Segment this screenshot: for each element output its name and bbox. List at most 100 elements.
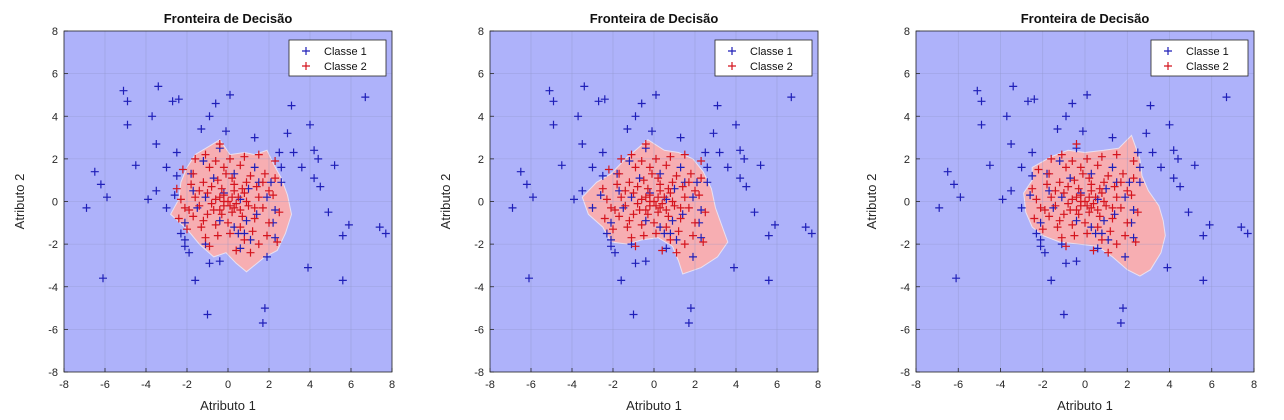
class-2-point <box>674 227 683 236</box>
class-2-point <box>1119 169 1127 178</box>
x-tick-label: -4 <box>996 379 1006 391</box>
class-1-point <box>764 276 773 285</box>
class-2-point <box>699 238 708 246</box>
class-2-point <box>1055 178 1064 187</box>
class-2-point <box>615 169 624 178</box>
class-1-point <box>516 167 525 176</box>
class-1-point <box>1176 182 1185 191</box>
class-1-point <box>1047 276 1056 285</box>
class-1-point <box>637 99 646 108</box>
class-2-point <box>637 157 646 165</box>
class-2-point <box>242 197 251 206</box>
class-1-point <box>602 229 611 238</box>
y-tick-label: 2 <box>478 154 484 166</box>
x-tick-label: -2 <box>1038 379 1048 391</box>
class-2-point <box>1121 231 1130 240</box>
class-2-point <box>263 231 271 240</box>
class-1-point <box>152 186 161 195</box>
x-tick-label: 4 <box>1166 379 1172 391</box>
class-2-point <box>230 180 239 189</box>
class-1-point <box>215 257 224 266</box>
class-1-point <box>686 304 695 313</box>
y-tick-label: -2 <box>48 239 58 251</box>
class-1-point <box>598 171 607 180</box>
class-1-point <box>1009 82 1018 91</box>
class-1-point <box>1017 163 1026 172</box>
class-1-point <box>1028 171 1037 180</box>
class-2-point <box>1097 235 1106 244</box>
class-1-point <box>162 203 171 212</box>
class-1-point <box>600 95 609 104</box>
class-2-point <box>207 199 216 208</box>
class-1-point <box>549 120 558 129</box>
class-2-point <box>652 154 660 163</box>
class-2-point <box>672 171 681 180</box>
class-1-point <box>1222 93 1231 102</box>
class-1-point <box>1199 231 1208 240</box>
class-1-point <box>607 218 615 227</box>
class-1-point <box>1129 233 1138 242</box>
class-2-point <box>254 193 263 202</box>
class-2-point <box>645 201 654 210</box>
class-2-point <box>201 233 210 242</box>
class-2-point <box>228 193 237 202</box>
class-1-point <box>1093 244 1102 253</box>
class-2-point <box>219 163 228 172</box>
class-2-point <box>650 218 658 227</box>
class-1-point <box>662 244 671 253</box>
class-2-point <box>265 218 273 227</box>
class-2-point <box>236 223 245 232</box>
legend-label-class-2: Classe 2 <box>324 61 367 73</box>
class-1-point <box>1059 310 1068 319</box>
class-1-point <box>1157 163 1165 172</box>
class-1-point <box>205 112 214 121</box>
class-1-point <box>1169 146 1178 155</box>
class-2-point <box>1034 165 1043 174</box>
class-1-point <box>1119 304 1127 313</box>
class-2-point <box>633 199 642 208</box>
class-2-point <box>641 140 650 148</box>
class-1-point <box>801 223 810 232</box>
class-2-point <box>615 212 624 221</box>
class-2-point <box>199 178 208 187</box>
class-1-point <box>344 220 353 229</box>
class-2-point <box>1053 223 1062 232</box>
class-2-point <box>1116 203 1125 212</box>
class-2-point <box>684 203 693 212</box>
class-2-point <box>1093 223 1102 232</box>
class-2-point <box>664 184 673 193</box>
subplot-1: Fronteira de Decisão Atributo 1 Atributo… <box>12 11 395 413</box>
class-1-point <box>103 193 111 202</box>
x-tick-label: -6 <box>526 379 536 391</box>
class-2-point <box>1087 180 1096 189</box>
x-tick-label: 8 <box>815 379 821 391</box>
class-1-point <box>162 163 171 172</box>
class-1-point <box>82 203 91 212</box>
class-2-point <box>1081 197 1089 206</box>
class-2-point <box>240 152 249 161</box>
class-2-point <box>1131 238 1140 246</box>
class-1-point <box>1036 218 1045 227</box>
class-1-point <box>250 163 259 172</box>
class-2-point <box>213 231 222 240</box>
class-1-point <box>756 161 765 170</box>
class-1-point <box>689 193 697 202</box>
class-1-point <box>287 101 296 110</box>
y-tick-label: 4 <box>52 111 58 123</box>
y-axis-label: Atributo 2 <box>12 174 27 230</box>
class-1-point <box>529 193 537 202</box>
class-2-point <box>639 176 648 185</box>
x-axis-label: Atributo 1 <box>200 398 256 413</box>
x-tick-label: 4 <box>733 379 739 391</box>
class-2-point <box>695 191 704 200</box>
class-2-point <box>654 193 663 202</box>
class-2-point <box>697 174 706 183</box>
class-2-point <box>1110 182 1119 191</box>
legend-box <box>1150 39 1249 77</box>
class-1-point <box>123 120 132 129</box>
x-tick-label: 2 <box>266 379 272 391</box>
legend-box <box>288 39 387 77</box>
class-1-point <box>740 154 749 163</box>
class-1-point <box>764 231 773 240</box>
x-tick-label: 6 <box>774 379 780 391</box>
